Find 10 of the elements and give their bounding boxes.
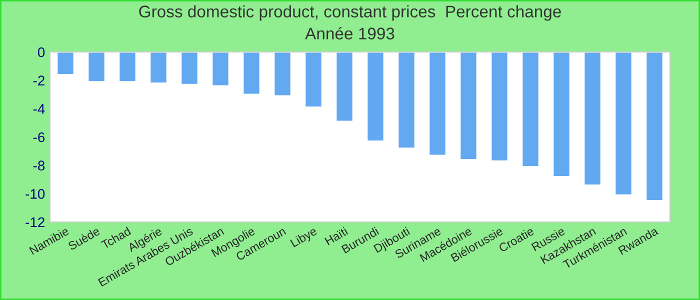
y-tick-label: 0 (38, 47, 45, 58)
chart-title: Gross domestic product, constant prices Percent change (139, 5, 561, 21)
y-tick-label: -8 (33, 160, 45, 171)
y-tick-label: -4 (33, 104, 45, 114)
y-tick-label: -6 (33, 132, 45, 142)
y-tick-label: -2 (33, 76, 44, 86)
x-tick-label: Libye (290, 226, 319, 250)
y-tick-label: -10 (26, 189, 45, 199)
chart-subtitle: Année 1993 (305, 27, 394, 40)
y-tick-label: -12 (26, 217, 44, 228)
